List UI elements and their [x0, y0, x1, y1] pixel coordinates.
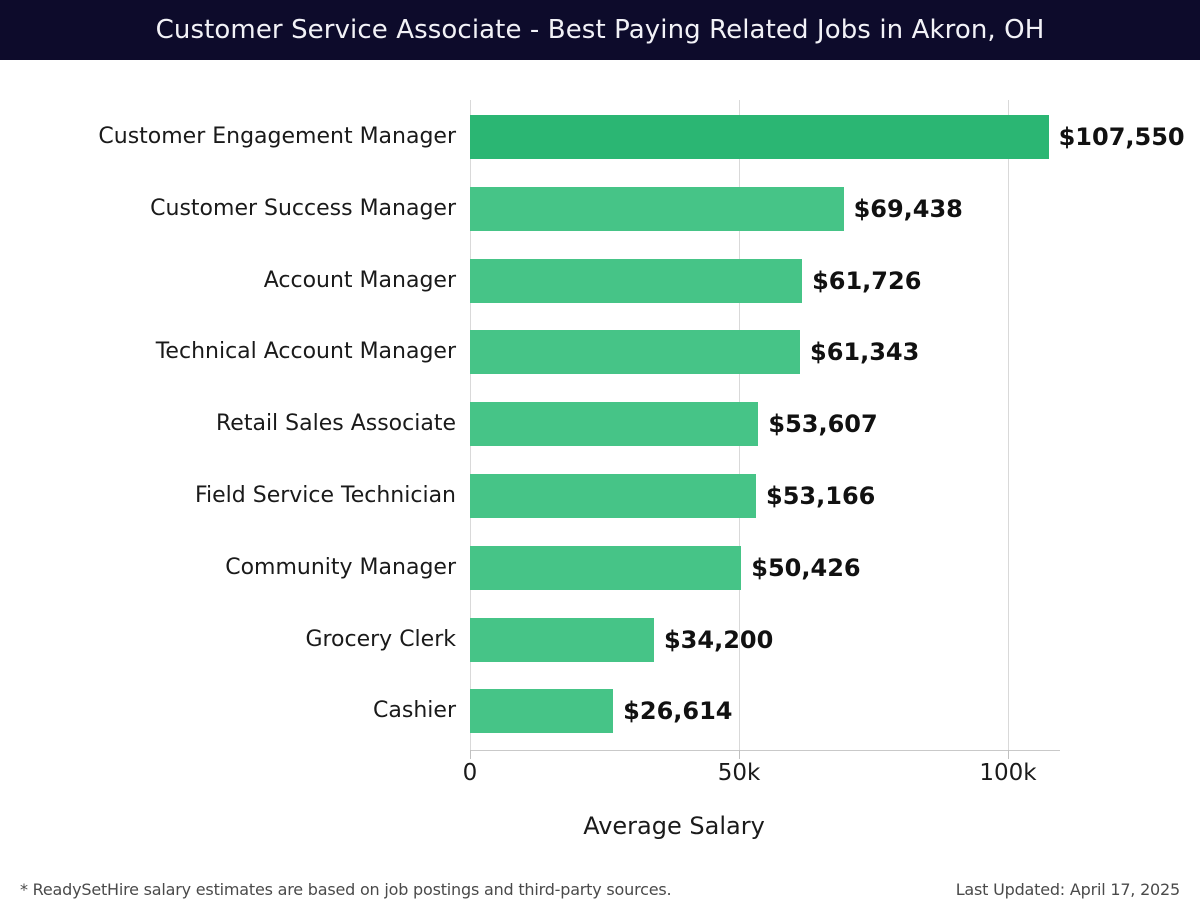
bar-row: Retail Sales Associate $53,607 [0, 402, 1200, 447]
category-label: Grocery Clerk [305, 626, 456, 652]
x-axis-title-text: Average Salary [583, 812, 765, 840]
category-label: Community Manager [225, 554, 456, 580]
bar-row: Field Service Technician $53,166 [0, 474, 1200, 518]
bar-row: Customer Engagement Manager $107,550 [0, 115, 1200, 159]
x-tick-mark [739, 750, 740, 759]
footer-disclaimer: * ReadySetHire salary estimates are base… [20, 880, 672, 899]
bar-row: Grocery Clerk $34,200 [0, 617, 1200, 662]
bar[interactable] [470, 330, 801, 375]
category-label: Retail Sales Associate [216, 411, 456, 437]
gridline [1008, 100, 1009, 750]
x-axis-title: Average Salary [0, 812, 1200, 840]
bar-row: Account Manager $61,726 [0, 258, 1200, 303]
x-tick-mark [470, 750, 471, 759]
category-label: Customer Engagement Manager [98, 124, 456, 149]
bar[interactable] [470, 617, 654, 662]
title-bar: Customer Service Associate - Best Paying… [0, 0, 1200, 60]
category-label: Account Manager [263, 267, 456, 293]
x-tick-label: 0 [462, 760, 478, 786]
bar-value-label: $34,200 [663, 625, 774, 654]
bar[interactable] [470, 545, 742, 590]
bar[interactable] [470, 689, 614, 734]
x-tick-mark [1008, 750, 1009, 759]
page-title: Customer Service Associate - Best Paying… [155, 15, 1045, 45]
bar-value-label: $53,607 [768, 410, 878, 439]
x-tick-label: 100k [979, 760, 1037, 786]
bar-row: Community Manager $50,426 [0, 545, 1200, 590]
bar-row: Technical Account Manager $61,343 [0, 330, 1200, 375]
footer-last-updated: Last Updated: April 17, 2025 [955, 880, 1181, 899]
bar-row: Customer Success Manager $69,438 [0, 186, 1200, 231]
bar-value-label: $61,343 [810, 338, 920, 367]
x-axis-line [470, 750, 1060, 751]
bar-value-label: $69,438 [853, 194, 963, 223]
bar[interactable] [470, 186, 844, 231]
category-label: Field Service Technician [194, 483, 456, 508]
bar[interactable] [470, 115, 1049, 159]
bar[interactable] [470, 474, 757, 518]
bar-value-label: $53,166 [766, 482, 876, 510]
category-label: Customer Success Manager [150, 195, 456, 221]
bar-value-label: $107,550 [1058, 123, 1185, 151]
bar-value-label: $26,614 [623, 697, 733, 726]
bar-value-label: $50,426 [751, 553, 861, 582]
bar-value-label: $61,726 [812, 266, 922, 295]
category-label: Cashier [373, 698, 456, 724]
bar[interactable] [470, 258, 803, 303]
category-label: Technical Account Manager [155, 339, 456, 365]
x-tick-label: 50k [717, 760, 761, 786]
bar[interactable] [470, 402, 759, 447]
bar-row: Cashier $26,614 [0, 689, 1200, 734]
